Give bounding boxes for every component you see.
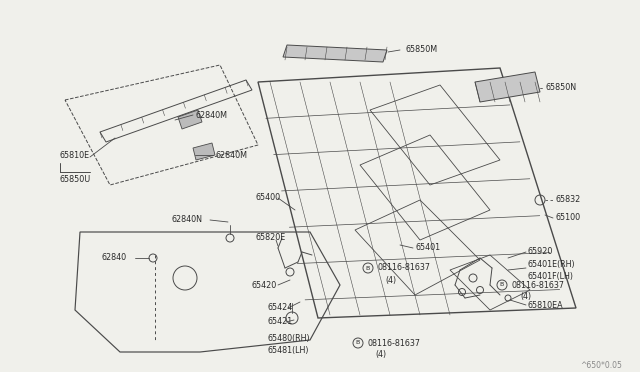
Text: B: B <box>366 266 370 270</box>
Text: 65424: 65424 <box>268 304 293 312</box>
Text: 65850M: 65850M <box>405 45 437 55</box>
Text: 65481(LH): 65481(LH) <box>268 346 310 355</box>
Text: 65850U: 65850U <box>60 176 92 185</box>
Polygon shape <box>178 110 202 129</box>
Polygon shape <box>193 143 215 160</box>
Text: 65820E: 65820E <box>255 234 285 243</box>
Text: 62840M: 62840M <box>215 151 247 160</box>
Text: 65421: 65421 <box>268 317 293 327</box>
Text: B: B <box>500 282 504 288</box>
Text: (4): (4) <box>375 350 386 359</box>
Text: 65810E: 65810E <box>60 151 90 160</box>
Text: 65401F(LH): 65401F(LH) <box>528 273 574 282</box>
Polygon shape <box>283 45 387 62</box>
Text: 65480(RH): 65480(RH) <box>268 334 310 343</box>
Text: 65850N: 65850N <box>545 83 576 93</box>
Text: 65832: 65832 <box>555 196 580 205</box>
Text: 65400: 65400 <box>255 193 280 202</box>
Text: 08116-81637: 08116-81637 <box>512 280 565 289</box>
Text: (4): (4) <box>520 292 531 301</box>
Text: 62840M: 62840M <box>195 110 227 119</box>
Text: 65100: 65100 <box>555 214 580 222</box>
Text: ^650*0.05: ^650*0.05 <box>580 360 622 369</box>
Polygon shape <box>475 72 540 102</box>
Text: 62840: 62840 <box>102 253 127 263</box>
Text: 65920: 65920 <box>528 247 554 257</box>
Text: 62840N: 62840N <box>172 215 203 224</box>
Text: 08116-81637: 08116-81637 <box>368 339 421 347</box>
Text: 65810EA: 65810EA <box>528 301 564 310</box>
Text: 65401: 65401 <box>415 244 440 253</box>
Text: 65420: 65420 <box>252 280 277 289</box>
Text: 08116-81637: 08116-81637 <box>378 263 431 273</box>
Text: (4): (4) <box>385 276 396 285</box>
Text: B: B <box>356 340 360 346</box>
Text: 65401E(RH): 65401E(RH) <box>528 260 575 269</box>
